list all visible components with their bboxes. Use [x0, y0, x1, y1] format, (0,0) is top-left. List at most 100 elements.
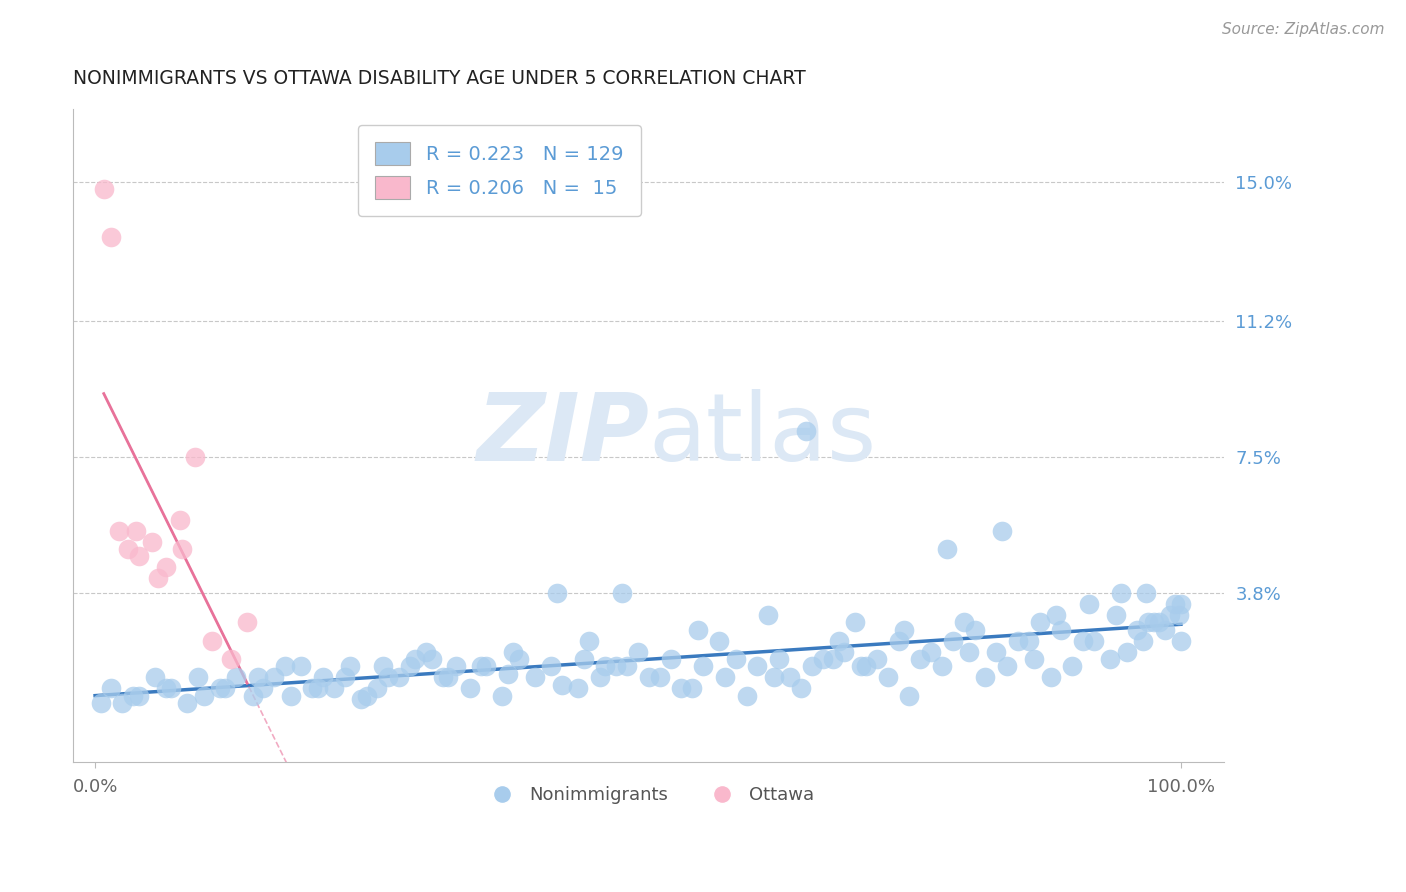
Legend: Nonimmigrants, Ottawa: Nonimmigrants, Ottawa [477, 779, 821, 812]
Point [1109, 586, 1132, 600]
Point [1135, 586, 1157, 600]
Point [307, 681, 329, 696]
Point [1170, 597, 1192, 611]
Point [339, 659, 361, 673]
Point [201, 633, 224, 648]
Point [1039, 670, 1062, 684]
Point [170, 541, 193, 556]
Point [1071, 633, 1094, 648]
Point [242, 689, 264, 703]
Point [605, 659, 627, 673]
Text: Source: ZipAtlas.com: Source: ZipAtlas.com [1222, 22, 1385, 37]
Point [823, 652, 845, 666]
Point [208, 681, 231, 696]
Point [146, 571, 169, 585]
Point [155, 681, 177, 696]
Point [986, 645, 1008, 659]
Point [1045, 607, 1067, 622]
Point [193, 689, 215, 703]
Point [876, 670, 898, 684]
Point [578, 633, 600, 648]
Point [834, 645, 856, 659]
Point [100, 230, 122, 244]
Text: NONIMMIGRANTS VS OTTAWA DISABILITY AGE UNDER 5 CORRELATION CHART: NONIMMIGRANTS VS OTTAWA DISABILITY AGE U… [73, 69, 806, 87]
Point [100, 681, 122, 696]
Point [828, 633, 851, 648]
Point [141, 534, 163, 549]
Point [1137, 615, 1160, 630]
Point [508, 652, 530, 666]
Point [89, 696, 111, 710]
Point [312, 670, 335, 684]
Point [1024, 652, 1046, 666]
Point [540, 659, 562, 673]
Point [1170, 633, 1192, 648]
Point [415, 645, 437, 659]
Point [366, 681, 388, 696]
Point [762, 670, 785, 684]
Point [811, 652, 834, 666]
Point [236, 615, 259, 630]
Point [108, 524, 131, 538]
Point [160, 681, 183, 696]
Point [1077, 597, 1099, 611]
Point [301, 681, 323, 696]
Point [333, 670, 356, 684]
Point [1159, 607, 1181, 622]
Point [893, 623, 915, 637]
Point [589, 670, 612, 684]
Point [1147, 615, 1170, 630]
Point [768, 652, 790, 666]
Point [990, 524, 1012, 538]
Point [432, 670, 454, 684]
Point [214, 681, 236, 696]
Point [187, 670, 209, 684]
Point [898, 689, 921, 703]
Point [502, 645, 524, 659]
Point [458, 681, 481, 696]
Point [252, 681, 274, 696]
Point [681, 681, 703, 696]
Point [523, 670, 546, 684]
Point [1029, 615, 1052, 630]
Point [1132, 633, 1154, 648]
Point [1164, 597, 1187, 611]
Point [648, 670, 671, 684]
Point [475, 659, 498, 673]
Point [111, 696, 134, 710]
Point [735, 689, 758, 703]
Point [546, 586, 568, 600]
Point [1050, 623, 1073, 637]
Point [371, 659, 394, 673]
Point [616, 659, 638, 673]
Point [128, 689, 150, 703]
Point [931, 659, 953, 673]
Point [323, 681, 346, 696]
Point [567, 681, 589, 696]
Point [377, 670, 399, 684]
Point [1099, 652, 1122, 666]
Point [1167, 607, 1189, 622]
Point [887, 633, 910, 648]
Point [866, 652, 889, 666]
Point [184, 450, 207, 465]
Point [444, 659, 467, 673]
Point [117, 541, 139, 556]
Point [219, 652, 242, 666]
Point [125, 524, 148, 538]
Point [952, 615, 974, 630]
Point [957, 645, 980, 659]
Point [491, 689, 513, 703]
Point [1153, 623, 1175, 637]
Point [176, 696, 198, 710]
Point [671, 681, 693, 696]
Point [849, 659, 872, 673]
Point [404, 652, 426, 666]
Point [800, 659, 823, 673]
Point [155, 560, 177, 574]
Point [420, 652, 443, 666]
Point [627, 645, 650, 659]
Point [1007, 633, 1029, 648]
Point [595, 659, 617, 673]
Point [779, 670, 801, 684]
